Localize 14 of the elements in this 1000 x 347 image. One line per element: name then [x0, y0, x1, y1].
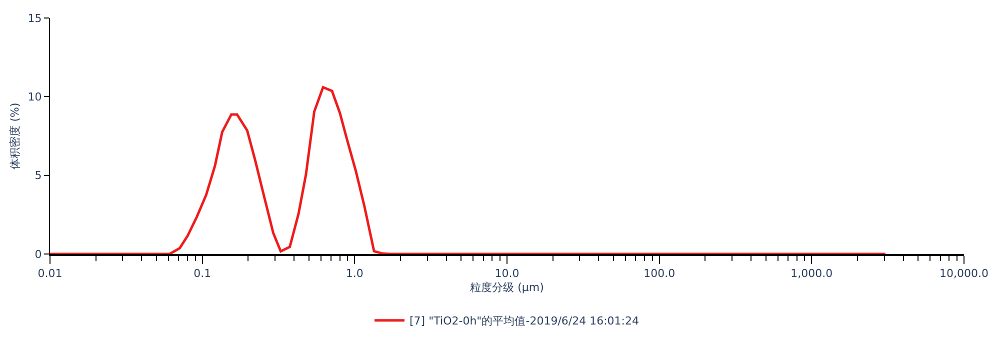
legend-label: [7] "TiO2-0h"的平均值-2019/6/24 16:01:24	[410, 314, 640, 328]
x-tick-label: 0.01	[38, 267, 62, 280]
x-tick-label: 10,000.0	[940, 267, 988, 280]
x-tick-label: 0.1	[194, 267, 212, 280]
y-tick-label: 0	[34, 248, 42, 261]
x-tick-label: 10.0	[494, 267, 520, 280]
x-tick-label: 100.0	[644, 267, 676, 280]
y-tick-label: 5	[34, 169, 42, 182]
x-tick-label: 1,000.0	[790, 267, 833, 280]
y-tick-label: 15	[28, 12, 42, 25]
x-tick-label: 1.0	[346, 267, 364, 280]
y-axis-title: 体积密度 (%)	[8, 102, 22, 170]
y-tick-label: 10	[28, 90, 42, 104]
x-axis-title: 粒度分级 (μm)	[470, 280, 544, 294]
